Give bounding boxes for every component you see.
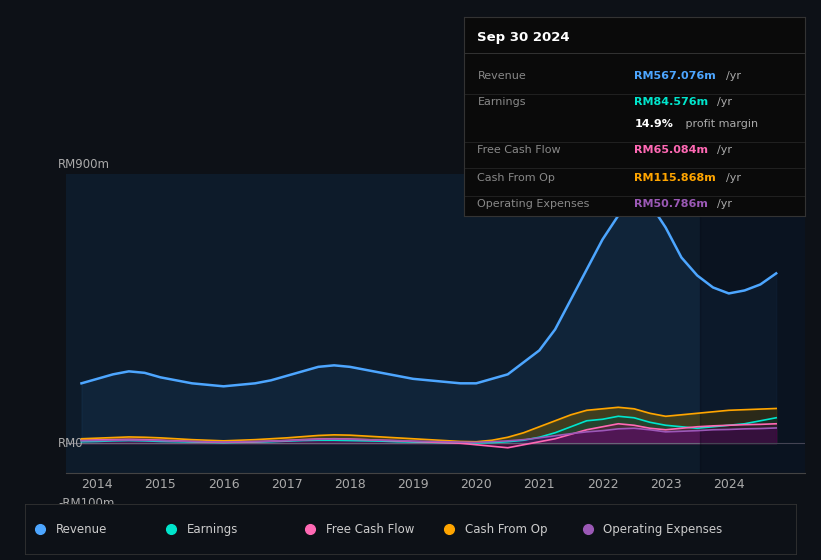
Text: Cash From Op: Cash From Op [478,173,555,183]
Text: Free Cash Flow: Free Cash Flow [326,522,414,536]
Text: RM115.868m: RM115.868m [635,173,716,183]
Text: Earnings: Earnings [186,522,238,536]
Text: Cash From Op: Cash From Op [465,522,547,536]
Text: Operating Expenses: Operating Expenses [603,522,722,536]
Text: Operating Expenses: Operating Expenses [478,199,589,209]
Bar [700,174,811,473]
Text: -RM100m: -RM100m [58,497,115,510]
Text: /yr: /yr [727,173,741,183]
Text: /yr: /yr [718,199,732,209]
Text: 14.9%: 14.9% [635,119,673,129]
Text: Free Cash Flow: Free Cash Flow [478,145,561,155]
Text: RM65.084m: RM65.084m [635,145,709,155]
Text: RM84.576m: RM84.576m [635,97,709,108]
Text: Earnings: Earnings [478,97,526,108]
Text: /yr: /yr [718,145,732,155]
Text: Sep 30 2024: Sep 30 2024 [478,31,570,44]
Text: RM50.786m: RM50.786m [635,199,708,209]
Text: RM567.076m: RM567.076m [635,72,716,81]
Text: Revenue: Revenue [478,72,526,81]
Text: /yr: /yr [727,72,741,81]
Text: RM0: RM0 [58,437,84,450]
Text: profit margin: profit margin [682,119,758,129]
Text: Revenue: Revenue [56,522,107,536]
Text: /yr: /yr [718,97,732,108]
Text: RM900m: RM900m [58,157,110,171]
